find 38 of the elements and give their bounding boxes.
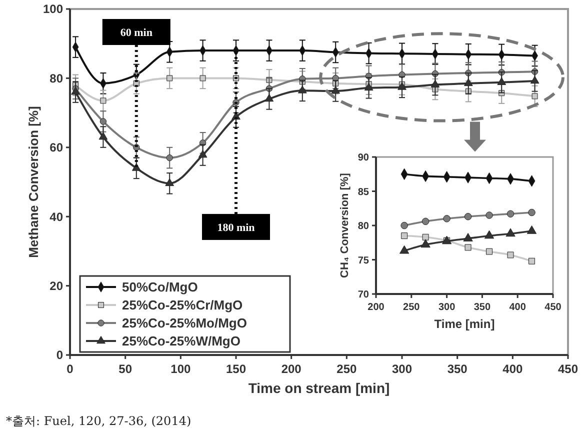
ref-line-label: 60 min	[120, 26, 152, 39]
y-tick-label: 60	[50, 140, 64, 155]
legend-label: 25%Co-25%W/MgO	[122, 334, 240, 349]
x-tick-label: 350	[447, 362, 468, 376]
legend-label: 25%Co-25%Mo/MgO	[122, 316, 247, 331]
y-tick-label: 80	[358, 221, 370, 232]
x-tick-label: 400	[502, 362, 523, 376]
y-axis-title: Methane Conversion [%]	[26, 106, 41, 258]
x-tick-label: 450	[544, 302, 562, 313]
y-tick-label: 70	[358, 290, 370, 300]
x-tick-label: 350	[474, 302, 491, 313]
y-axis-title: CH₄ Conversion [%]	[339, 172, 351, 278]
ref-line-label: 180 min	[217, 222, 255, 234]
y-tick-label: 90	[358, 152, 370, 164]
x-tick-label: 250	[336, 362, 357, 376]
x-tick-label: 250	[403, 302, 420, 313]
x-axis-title: Time on stream [min]	[248, 380, 390, 396]
text: *출처: Fuel, 120, 27-36, (2014)	[6, 414, 192, 428]
x-tick-label: 450	[558, 362, 578, 376]
x-tick-label: 300	[392, 362, 412, 376]
y-tick-label: 85	[358, 186, 370, 198]
x-tick-label: 200	[281, 362, 302, 376]
y-tick-label: 100	[42, 2, 64, 16]
legend-label: 25%Co-25%Cr/MgO	[122, 298, 243, 313]
x-tick-label: 50	[118, 362, 132, 376]
x-tick-label: 0	[66, 362, 74, 376]
y-tick-label: 40	[50, 210, 64, 224]
y-tick-label: 75	[358, 255, 370, 266]
y-tick-label: 0	[56, 348, 64, 362]
x-tick-label: 150	[226, 362, 246, 376]
x-tick-label: 100	[170, 362, 191, 376]
x-axis-title: Time [min]	[434, 317, 495, 331]
x-tick-label: 300	[438, 302, 456, 313]
y-tick-label: 80	[50, 71, 64, 86]
x-tick-label: 200	[368, 302, 385, 313]
x-tick-label: 400	[509, 302, 526, 313]
legend-label: 50%Co/MgO	[122, 280, 198, 295]
y-tick-label: 20	[50, 279, 64, 293]
